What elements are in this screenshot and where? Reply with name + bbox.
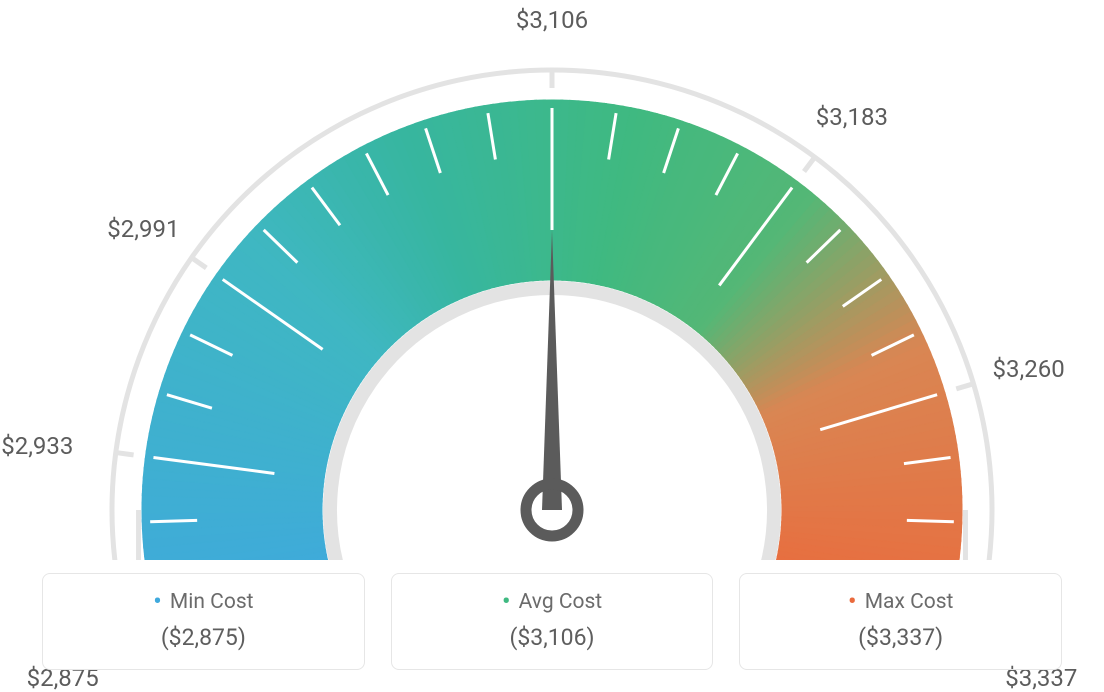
avg-cost-card: Avg Cost ($3,106) — [391, 573, 714, 670]
gauge-tick-label: $3,106 — [516, 6, 588, 34]
gauge-chart: $2,875$2,933$2,991$3,106$3,183$3,260$3,3… — [0, 20, 1104, 560]
gauge-tick-label: $3,260 — [993, 355, 1065, 383]
min-cost-card: Min Cost ($2,875) — [42, 573, 365, 670]
summary-cards: Min Cost ($2,875) Avg Cost ($3,106) Max … — [42, 573, 1062, 670]
avg-cost-value: ($3,106) — [412, 624, 693, 651]
min-cost-title: Min Cost — [63, 590, 344, 614]
gauge-tick-label: $3,183 — [816, 103, 888, 131]
avg-cost-title: Avg Cost — [412, 590, 693, 614]
max-cost-title: Max Cost — [760, 590, 1041, 614]
min-cost-value: ($2,875) — [63, 624, 344, 651]
gauge-tick-label: $2,933 — [1, 432, 73, 460]
max-cost-card: Max Cost ($3,337) — [739, 573, 1062, 670]
gauge-svg — [0, 20, 1104, 560]
max-cost-value: ($3,337) — [760, 624, 1041, 651]
gauge-tick-label: $2,991 — [107, 215, 179, 243]
